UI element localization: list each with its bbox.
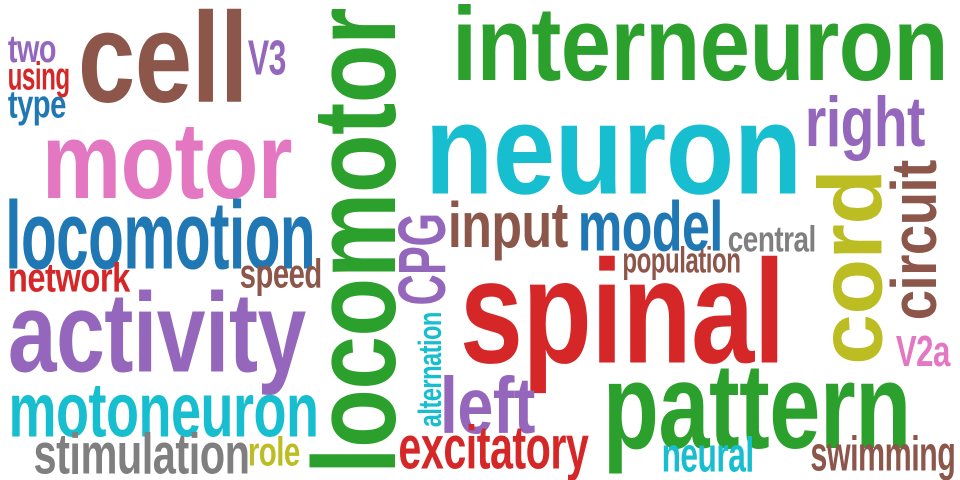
word-v3: V3 [247,30,287,86]
word-alternation: alternation [411,311,448,428]
word-cell: cell [77,0,248,130]
word-swimming: swimming [810,428,955,480]
word-model: model [577,186,724,266]
word-population: population [621,241,741,282]
word-speed: speed [240,252,322,298]
word-v2a: V2a [895,327,951,377]
word-type: type [7,85,67,128]
word-motor: motor [41,98,293,221]
word-network: network [8,253,130,301]
word-neuron: neuron [425,77,802,221]
word-spinal: spinal [460,229,785,395]
word-input: input [448,189,568,261]
word-using: using [8,55,70,99]
word-central: central [727,219,817,260]
word-excitatory: excitatory [398,413,588,480]
word-neural: neural [661,428,755,480]
word-cpg: CPG [386,213,461,305]
word-activity: activity [8,269,306,397]
word-stimulation: stimulation [33,421,251,480]
word-two: two [7,28,56,72]
word-motoneuron: motoneuron [8,367,318,454]
word-role: role [248,430,300,476]
word-left: left [439,361,536,450]
word-right: right [805,82,925,162]
word-locomotion: locomotion [5,182,315,291]
word-interneuron: interneuron [452,0,948,104]
word-circuit: circuit [878,159,951,321]
word-pattern: pattern [602,338,912,474]
